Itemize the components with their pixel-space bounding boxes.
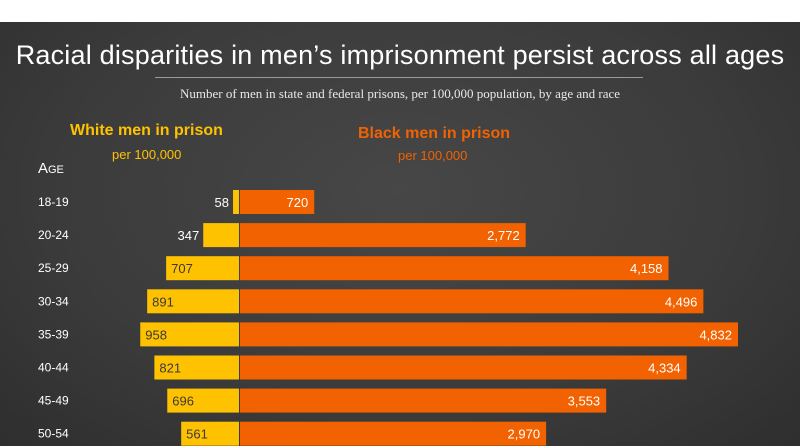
black-value-label: 2,970 xyxy=(508,427,541,442)
bar-black xyxy=(240,223,526,248)
bar-white xyxy=(147,289,239,314)
bar-black xyxy=(240,355,687,380)
chart-title: Racial disparities in men’s imprisonment… xyxy=(15,40,785,70)
category-label: 40-44 xyxy=(38,361,69,375)
category-label: 50-54 xyxy=(38,427,69,441)
category-label: 20-24 xyxy=(38,228,69,242)
legend-white-unit: per 100,000 xyxy=(112,147,182,162)
white-value-label: 561 xyxy=(186,427,208,442)
black-value-label: 4,832 xyxy=(699,327,732,342)
white-value-label: 958 xyxy=(145,327,167,342)
black-value-label: 4,334 xyxy=(648,361,681,376)
category-label: 18-19 xyxy=(38,195,69,209)
bar-white xyxy=(203,223,239,248)
legend-white: White men in prison xyxy=(70,122,223,139)
black-value-label: 2,772 xyxy=(487,228,520,243)
bar-black xyxy=(240,322,738,347)
age-label-text: Age xyxy=(38,160,64,177)
category-label: 30-34 xyxy=(38,294,69,308)
category-label: 45-49 xyxy=(38,394,69,408)
legend-black-unit: per 100,000 xyxy=(398,148,468,163)
age-axis-label: Age xyxy=(38,160,64,177)
bar-white xyxy=(140,322,239,347)
legend-black: Black men in prison xyxy=(358,125,511,142)
white-value-label: 821 xyxy=(159,361,181,376)
category-label: 25-29 xyxy=(38,261,69,275)
bar-black xyxy=(240,289,704,314)
black-value-label: 4,158 xyxy=(630,261,663,276)
white-value-label: 707 xyxy=(171,261,193,276)
black-value-label: 4,496 xyxy=(665,294,698,309)
bar-white xyxy=(166,256,239,281)
bar-black xyxy=(240,421,547,446)
black-value-label: 720 xyxy=(287,195,309,210)
bar-white xyxy=(233,190,239,214)
bar-white xyxy=(154,355,239,380)
white-value-label: 58 xyxy=(215,195,229,210)
white-value-label: 347 xyxy=(178,228,200,243)
chart-subtitle: Number of men in state and federal priso… xyxy=(179,86,621,101)
category-label: 35-39 xyxy=(38,327,69,341)
bar-black xyxy=(240,190,315,214)
white-value-label: 696 xyxy=(172,394,194,409)
bar-white xyxy=(167,388,239,413)
black-value-label: 3,553 xyxy=(568,394,601,409)
bar-black xyxy=(240,256,669,281)
white-value-label: 891 xyxy=(152,294,174,309)
bar-black xyxy=(240,388,607,413)
title-divider xyxy=(155,77,643,78)
bar-white xyxy=(181,421,239,446)
